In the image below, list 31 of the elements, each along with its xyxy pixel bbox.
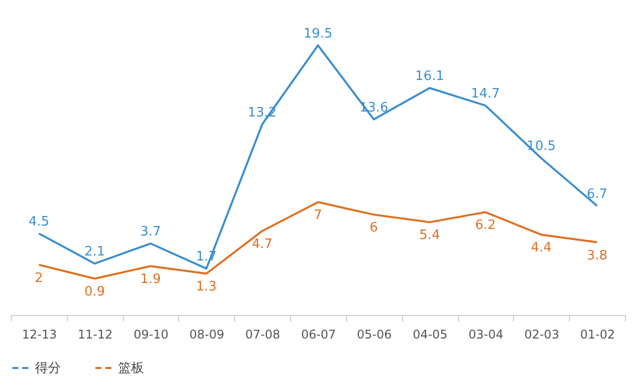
data-label: 4.5 [28, 214, 50, 230]
data-label: 1.9 [140, 272, 161, 288]
x-tick-label: 05-06 [356, 328, 392, 342]
legend-label: 得分 [35, 361, 61, 376]
data-label: 6.2 [475, 218, 496, 234]
data-label: 6 [370, 220, 378, 236]
data-label: 4.7 [252, 236, 273, 252]
x-tick-label: 07-08 [245, 328, 280, 342]
data-label: 16.1 [415, 68, 444, 84]
data-label: 4.4 [530, 240, 552, 256]
x-tick-label: 02-03 [524, 328, 560, 342]
x-tick-label: 04-05 [412, 328, 448, 342]
data-label: 5.4 [419, 228, 440, 244]
x-tick-label: 08-09 [189, 328, 224, 342]
data-label: 3.8 [586, 248, 608, 264]
data-label: 3.7 [140, 224, 161, 240]
x-tick-label: 06-07 [301, 328, 336, 342]
x-tick-label: 09-10 [134, 328, 168, 342]
data-label: 2.1 [84, 244, 106, 260]
data-label: 0.9 [84, 284, 106, 300]
x-tick-label: 01-02 [580, 328, 616, 342]
data-label: 14.7 [470, 86, 500, 102]
x-tick-label: 03-04 [468, 328, 504, 342]
x-tick-label: 12-13 [22, 328, 57, 342]
data-label: 19.5 [304, 26, 332, 42]
x-tick-label: 11-12 [78, 328, 113, 342]
data-label: 2 [34, 270, 44, 286]
data-label: 6.7 [586, 186, 608, 202]
legend-label: 篮板 [118, 361, 144, 376]
data-label: 7 [314, 208, 322, 224]
data-label: 1.3 [196, 280, 217, 295]
